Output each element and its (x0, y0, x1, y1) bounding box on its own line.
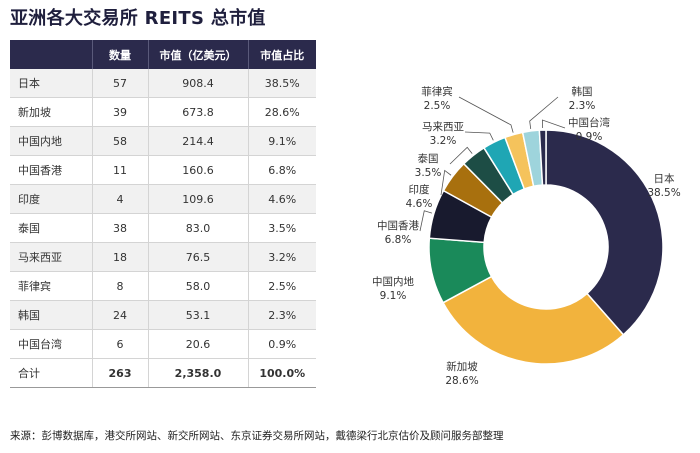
row-name: 菲律宾 (10, 271, 93, 301)
slice-label: 中国内地 (372, 275, 414, 288)
row-name: 印度 (10, 184, 93, 214)
row-value: 76.5 (148, 242, 249, 272)
slice-value-label: 0.9% (576, 131, 603, 143)
table-row: 菲律宾 8 58.0 2.5% (10, 271, 316, 301)
slice-label: 日本 (654, 172, 675, 185)
slice-label: 印度 (409, 183, 430, 196)
slice-value-label: 2.3% (569, 100, 596, 112)
slice-value-label: 9.1% (380, 290, 407, 302)
row-value: 83.0 (148, 213, 249, 243)
slice-label: 菲律宾 (421, 85, 453, 98)
row-value: 58.0 (148, 271, 249, 301)
table-row: 马来西亚 18 76.5 3.2% (10, 242, 316, 272)
row-value: 673.8 (148, 97, 249, 127)
leader-line (449, 146, 473, 165)
total-count: 263 (92, 358, 149, 388)
row-value: 160.6 (148, 155, 249, 185)
leader-line (529, 96, 559, 130)
row-share: 38.5% (248, 69, 316, 98)
row-value: 214.4 (148, 126, 249, 156)
leader-line (458, 96, 514, 133)
row-name: 韩国 (10, 300, 93, 330)
row-name: 中国香港 (10, 155, 93, 185)
header-count: 数量 (92, 40, 149, 69)
table-header-row: 数量 市值（亿美元） 市值占比 (10, 40, 316, 69)
leader-line (464, 131, 494, 141)
slice-2 (442, 275, 625, 365)
row-count: 24 (92, 300, 149, 330)
leader-line (440, 169, 452, 196)
slice-label: 中国台湾 (568, 116, 610, 129)
row-share: 9.1% (248, 126, 316, 156)
row-share: 2.5% (248, 271, 316, 301)
row-share: 6.8% (248, 155, 316, 185)
row-count: 4 (92, 184, 149, 214)
row-name: 中国内地 (10, 126, 93, 156)
header-share: 市值占比 (248, 40, 316, 69)
row-count: 18 (92, 242, 149, 272)
row-name: 日本 (10, 69, 93, 98)
header-value: 市值（亿美元） (148, 40, 249, 69)
row-share: 3.2% (248, 242, 316, 272)
total-share: 100.0% (248, 358, 316, 388)
row-share: 28.6% (248, 97, 316, 127)
slice-1 (545, 129, 664, 336)
leader-line (541, 119, 566, 129)
table-row: 中国内地 58 214.4 9.1% (10, 126, 316, 156)
row-share: 2.3% (248, 300, 316, 330)
row-value: 109.6 (148, 184, 249, 214)
slice-value-label: 38.5% (647, 187, 680, 199)
slice-value-label: 4.6% (406, 198, 433, 210)
slice-value-label: 6.8% (385, 234, 412, 246)
row-value: 53.1 (148, 300, 249, 330)
row-count: 6 (92, 329, 149, 359)
reits-table: 数量 市值（亿美元） 市值占比 日本 57 908.4 38.5% 新加坡 39… (10, 40, 316, 388)
slice-label: 中国香港 (377, 219, 419, 232)
chart-title: 亚洲各大交易所 REITS 总市值 (10, 8, 266, 29)
table-row: 新加坡 39 673.8 28.6% (10, 97, 316, 127)
table-row: 日本 57 908.4 38.5% (10, 69, 316, 98)
table-row: 中国香港 11 160.6 6.8% (10, 155, 316, 185)
table-row: 泰国 38 83.0 3.5% (10, 213, 316, 243)
row-name: 马来西亚 (10, 242, 93, 272)
table-row: 印度 4 109.6 4.6% (10, 184, 316, 214)
row-value: 908.4 (148, 69, 249, 98)
row-count: 38 (92, 213, 149, 243)
slice-label: 新加坡 (446, 360, 478, 373)
row-count: 39 (92, 97, 149, 127)
total-name: 合计 (10, 358, 93, 388)
slice-label: 马来西亚 (422, 121, 464, 133)
leader-line (419, 210, 433, 232)
row-count: 58 (92, 126, 149, 156)
slice-10 (538, 129, 547, 186)
source-note: 来源：彭博数据库，港交所网站、新交所网站、东京证券交易所网站，戴德梁行北京估价及… (10, 430, 504, 442)
row-value: 20.6 (148, 329, 249, 359)
slice-label: 韩国 (572, 85, 593, 98)
header-name (10, 40, 93, 69)
table-total-row: 合计 263 2,358.0 100.0% (10, 358, 316, 388)
row-count: 8 (92, 271, 149, 301)
slice-value-label: 2.5% (424, 100, 451, 112)
row-count: 11 (92, 155, 149, 185)
slice-label: 泰国 (418, 152, 439, 165)
row-share: 4.6% (248, 184, 316, 214)
row-count: 57 (92, 69, 149, 98)
slice-value-label: 3.5% (415, 167, 442, 179)
slice-value-label: 28.6% (445, 375, 478, 387)
table-row: 韩国 24 53.1 2.3% (10, 300, 316, 330)
row-share: 3.5% (248, 213, 316, 243)
table-row: 中国台湾 6 20.6 0.9% (10, 329, 316, 359)
total-value: 2,358.0 (148, 358, 249, 388)
row-share: 0.9% (248, 329, 316, 359)
row-name: 新加坡 (10, 97, 93, 127)
row-name: 中国台湾 (10, 329, 93, 359)
slice-value-label: 3.2% (430, 135, 457, 147)
row-name: 泰国 (10, 213, 93, 243)
